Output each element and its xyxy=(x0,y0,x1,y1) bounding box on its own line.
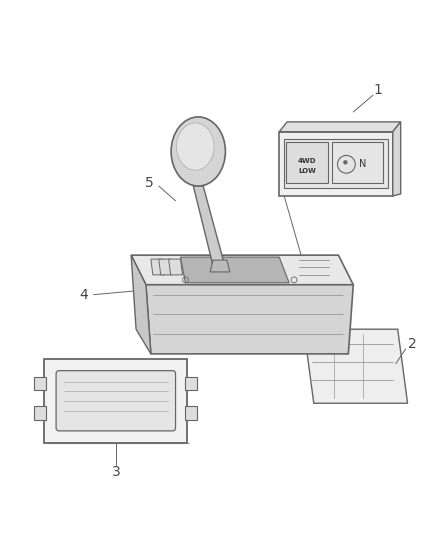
Polygon shape xyxy=(131,255,353,285)
Bar xyxy=(286,142,328,183)
Polygon shape xyxy=(393,122,401,196)
Bar xyxy=(332,142,383,183)
Text: 4WD: 4WD xyxy=(298,158,316,164)
Text: 5: 5 xyxy=(145,176,153,190)
Ellipse shape xyxy=(171,117,226,186)
Polygon shape xyxy=(146,285,353,354)
Bar xyxy=(34,406,46,420)
Text: 1: 1 xyxy=(374,83,382,97)
Polygon shape xyxy=(304,329,408,403)
Polygon shape xyxy=(210,260,230,272)
Polygon shape xyxy=(151,259,165,275)
Bar xyxy=(284,139,388,188)
Ellipse shape xyxy=(177,123,214,170)
Polygon shape xyxy=(131,255,151,354)
Text: LOW: LOW xyxy=(298,168,316,174)
Polygon shape xyxy=(180,257,289,283)
Bar xyxy=(34,377,46,390)
Text: N: N xyxy=(360,159,367,169)
Text: 3: 3 xyxy=(112,465,121,479)
Bar xyxy=(185,406,197,420)
Text: 4: 4 xyxy=(79,288,88,302)
Bar xyxy=(185,377,197,390)
Polygon shape xyxy=(169,259,183,275)
Polygon shape xyxy=(193,186,226,270)
Polygon shape xyxy=(159,259,173,275)
Text: 2: 2 xyxy=(408,337,417,351)
FancyBboxPatch shape xyxy=(56,370,176,431)
Polygon shape xyxy=(44,359,187,443)
Polygon shape xyxy=(279,132,393,196)
Polygon shape xyxy=(279,122,401,132)
Circle shape xyxy=(344,161,347,164)
